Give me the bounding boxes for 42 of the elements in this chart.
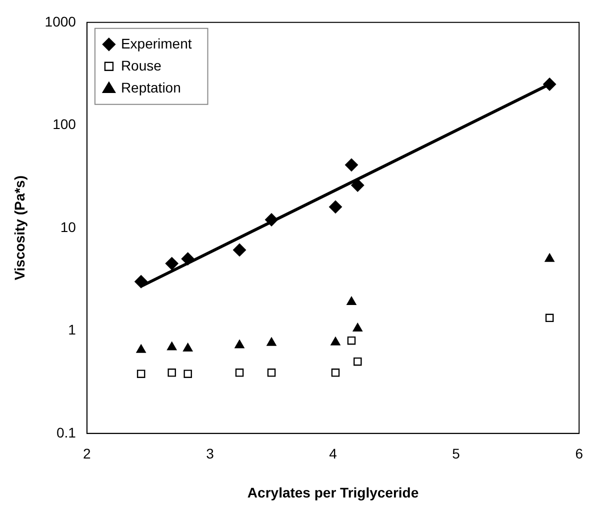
x-tick-label: 6 [575, 446, 584, 462]
point [184, 370, 192, 378]
legend-label: Experiment [120, 35, 192, 52]
point [543, 78, 556, 91]
point [347, 336, 356, 345]
point [168, 368, 176, 377]
point [354, 357, 362, 366]
point [267, 368, 276, 377]
point [181, 252, 194, 266]
point [351, 178, 364, 192]
point [234, 340, 244, 348]
point [545, 314, 554, 322]
x-tick-label: 2 [83, 446, 92, 462]
point [167, 342, 177, 350]
point [136, 370, 146, 378]
legend-label: Rouse [120, 57, 162, 74]
y-tick-label: 0.1 [56, 424, 76, 440]
point [346, 296, 356, 306]
legend-label: Reptation [120, 79, 181, 96]
y-tick-label: 100 [52, 116, 76, 132]
y-tick-label: 1000 [44, 13, 76, 30]
point [266, 337, 276, 346]
point [235, 368, 244, 377]
y-tick-label: 10 [60, 218, 76, 235]
point [233, 243, 246, 256]
x-tick-label: 4 [329, 446, 338, 462]
point [165, 257, 178, 270]
point [330, 336, 340, 346]
y-tick-label: 1 [68, 322, 76, 338]
point [328, 200, 342, 214]
x-tick-label: 5 [452, 446, 460, 462]
x-tick-label: 3 [206, 446, 214, 462]
point [544, 253, 554, 262]
y-axis-title: Viscosity (Pa*s) [11, 176, 28, 280]
point [134, 275, 148, 288]
point [265, 213, 278, 226]
point [344, 158, 358, 172]
point [331, 368, 340, 377]
x-axis-title: Acrylates per Triglyceride [247, 484, 419, 500]
point [352, 322, 362, 332]
point [136, 344, 146, 353]
point [183, 343, 193, 352]
